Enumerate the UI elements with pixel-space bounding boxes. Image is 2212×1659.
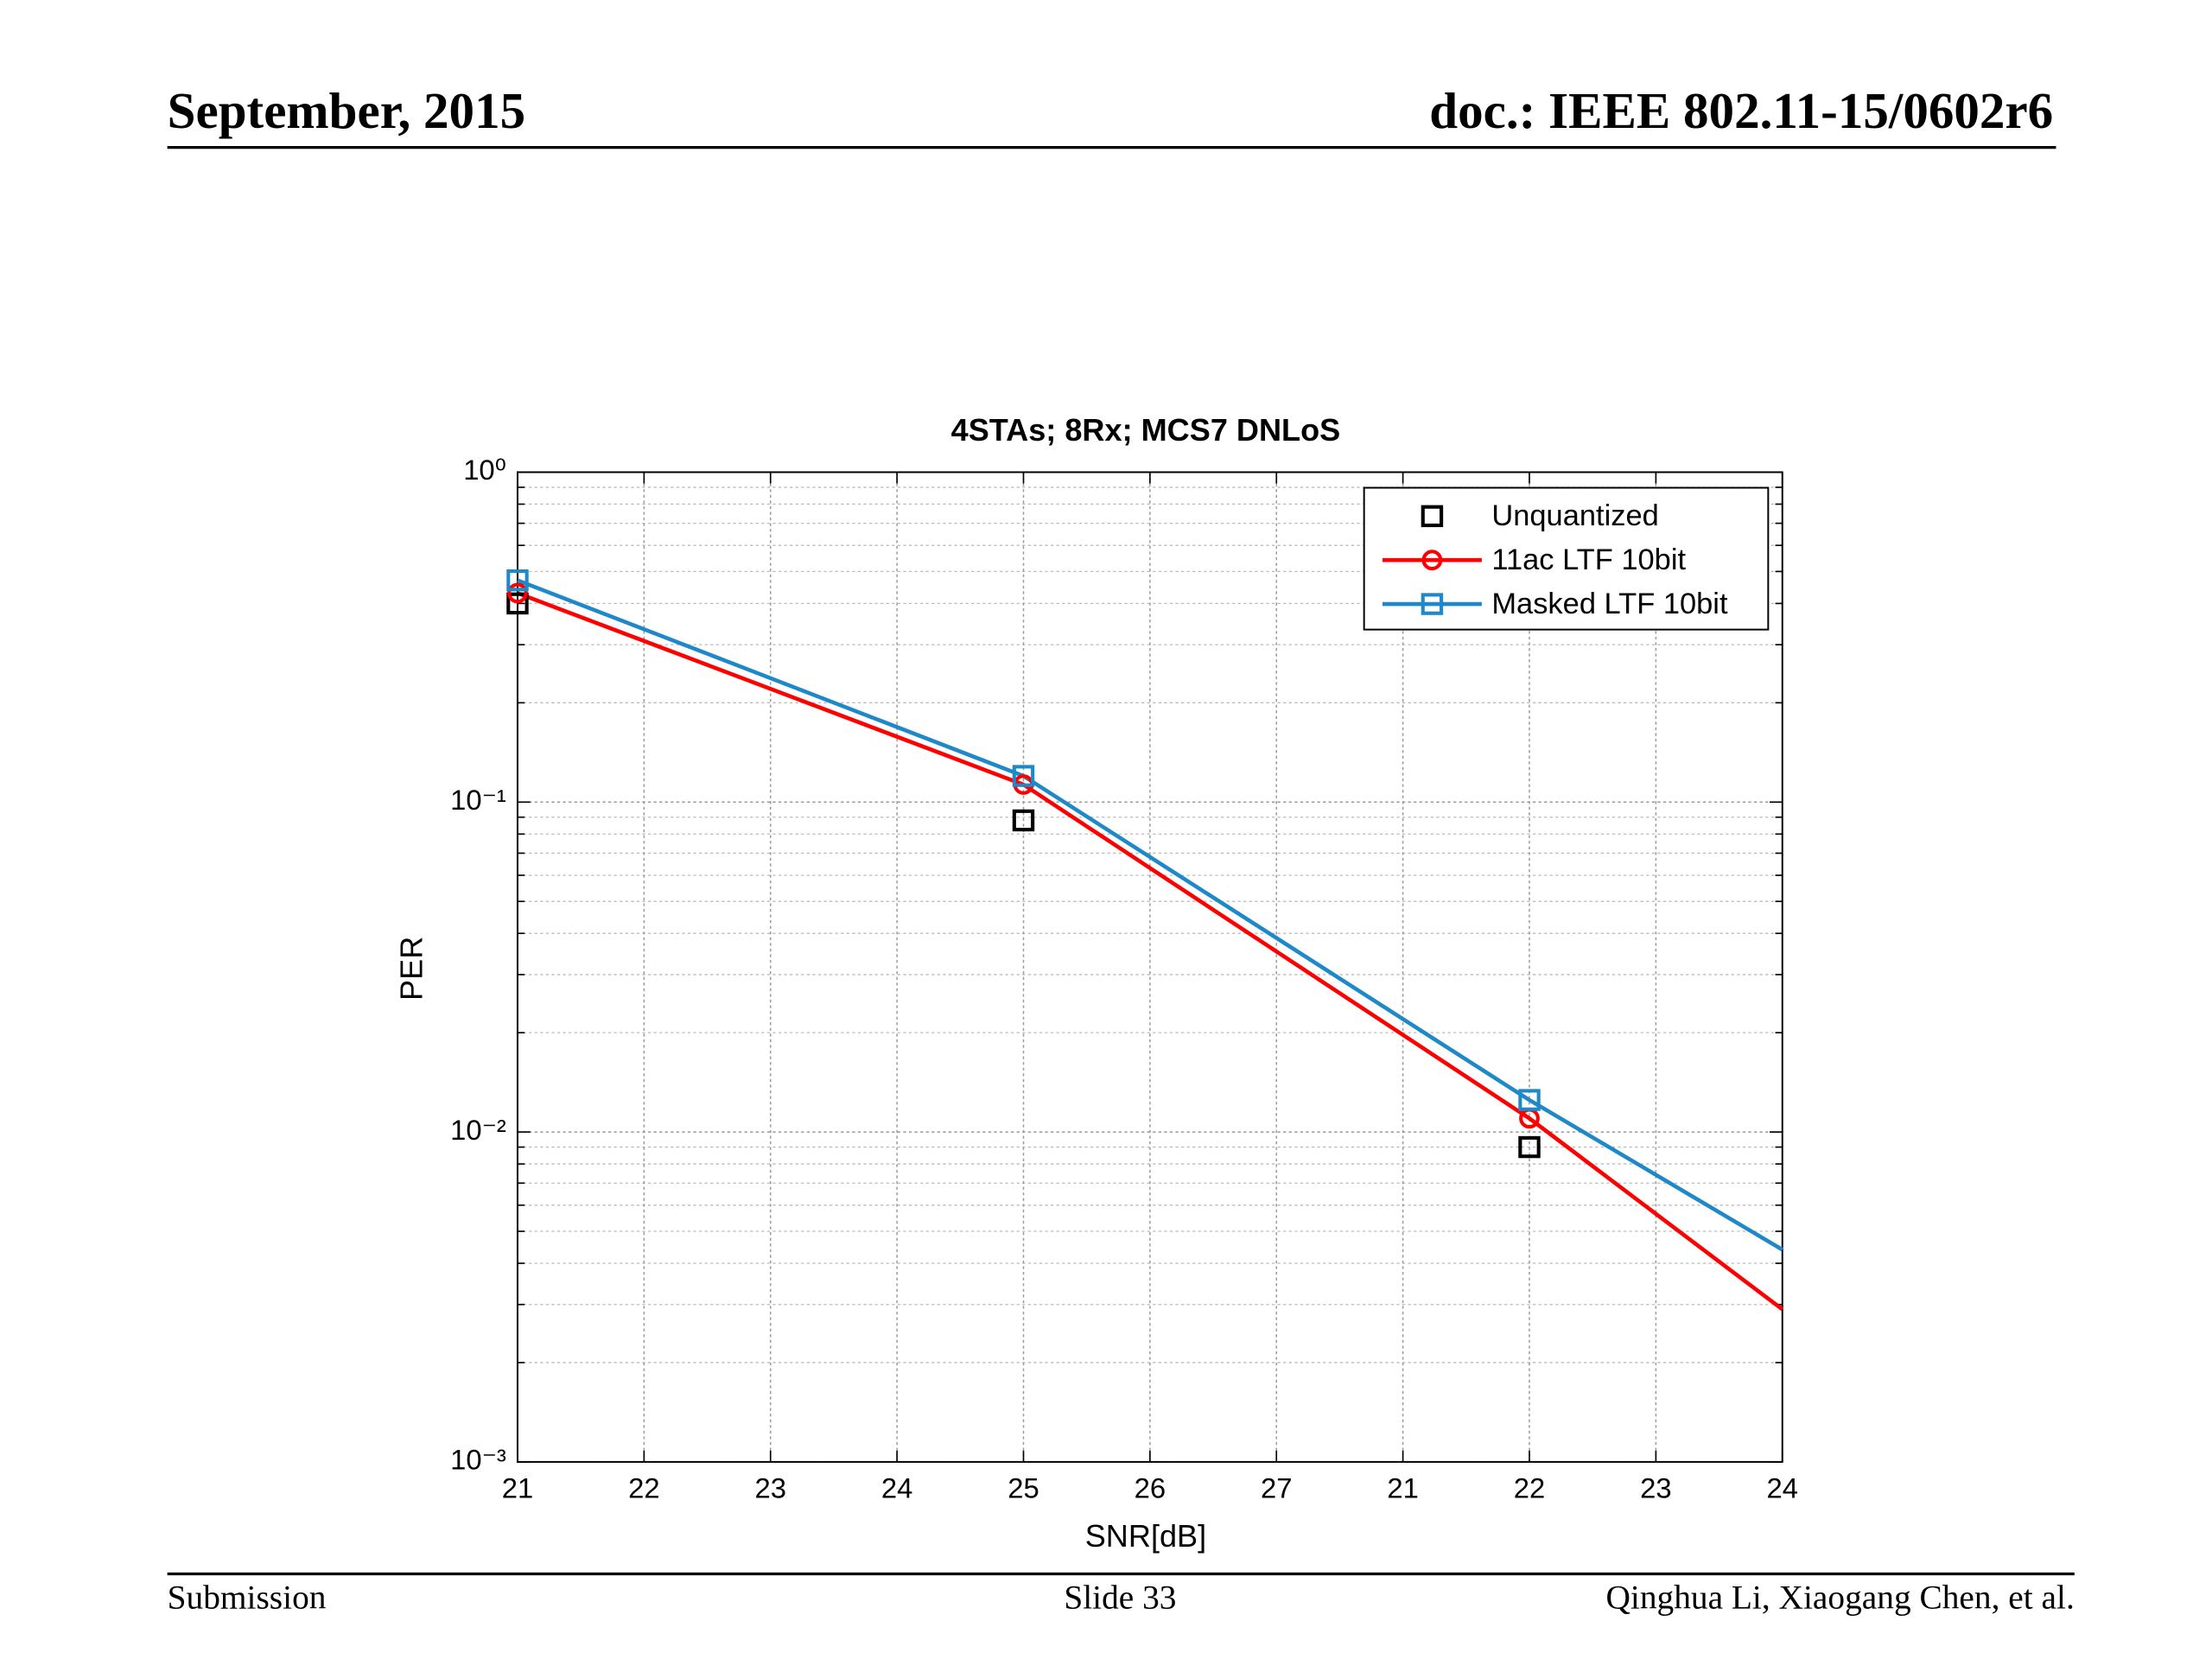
data-point <box>1012 765 1035 787</box>
x-tick-label: 25 <box>1007 1471 1039 1503</box>
x-tick-label: 24 <box>1767 1471 1799 1503</box>
legend-label: Unquantized <box>1491 499 1658 532</box>
header-doc: doc.: IEEE 802.11-15/0602r6 <box>1429 82 2053 139</box>
x-axis-label: SNR[dB] <box>1085 1518 1206 1554</box>
series-line <box>517 591 1784 1312</box>
y-tick-label: 10⁻³ <box>450 1444 506 1476</box>
data-point <box>507 582 528 604</box>
data-point <box>1012 809 1035 832</box>
footer-center: Slide 33 <box>1064 1579 1176 1617</box>
y-tick-label: 10⁻¹ <box>450 784 506 816</box>
data-point <box>506 592 529 615</box>
x-tick-label: 23 <box>1640 1471 1672 1503</box>
x-tick-label: 22 <box>628 1471 660 1503</box>
data-point <box>506 569 529 592</box>
footer-right: Qinghua Li, Xiaogang Chen, et al. <box>1605 1579 2074 1617</box>
chart-title: 4STAs; 8Rx; MCS7 DNLoS <box>951 412 1341 448</box>
x-tick-label: 27 <box>1261 1471 1293 1503</box>
x-tick-label: 21 <box>502 1471 534 1503</box>
legend-marker <box>1421 550 1443 571</box>
legend-label: Masked LTF 10bit <box>1491 588 1728 620</box>
x-tick-label: 21 <box>1387 1471 1419 1503</box>
legend-marker <box>1421 593 1444 615</box>
plot-frame <box>516 471 1783 1463</box>
x-tick-label: 22 <box>1514 1471 1546 1503</box>
footer-left: Submission <box>168 1579 327 1617</box>
data-point <box>1518 1089 1541 1111</box>
y-tick-label: 10⁻² <box>450 1114 506 1146</box>
y-axis-label: PER <box>394 937 429 1001</box>
header-date: September, 2015 <box>168 82 526 139</box>
series-line <box>517 578 1783 1252</box>
y-tick-label: 10⁰ <box>463 454 506 486</box>
legend-label: 11ac LTF 10bit <box>1491 543 1686 576</box>
x-tick-label: 26 <box>1135 1471 1166 1503</box>
x-tick-label: 24 <box>881 1471 913 1503</box>
x-tick-label: 23 <box>754 1471 786 1503</box>
data-point <box>1518 1135 1541 1159</box>
legend-marker <box>1421 505 1444 528</box>
